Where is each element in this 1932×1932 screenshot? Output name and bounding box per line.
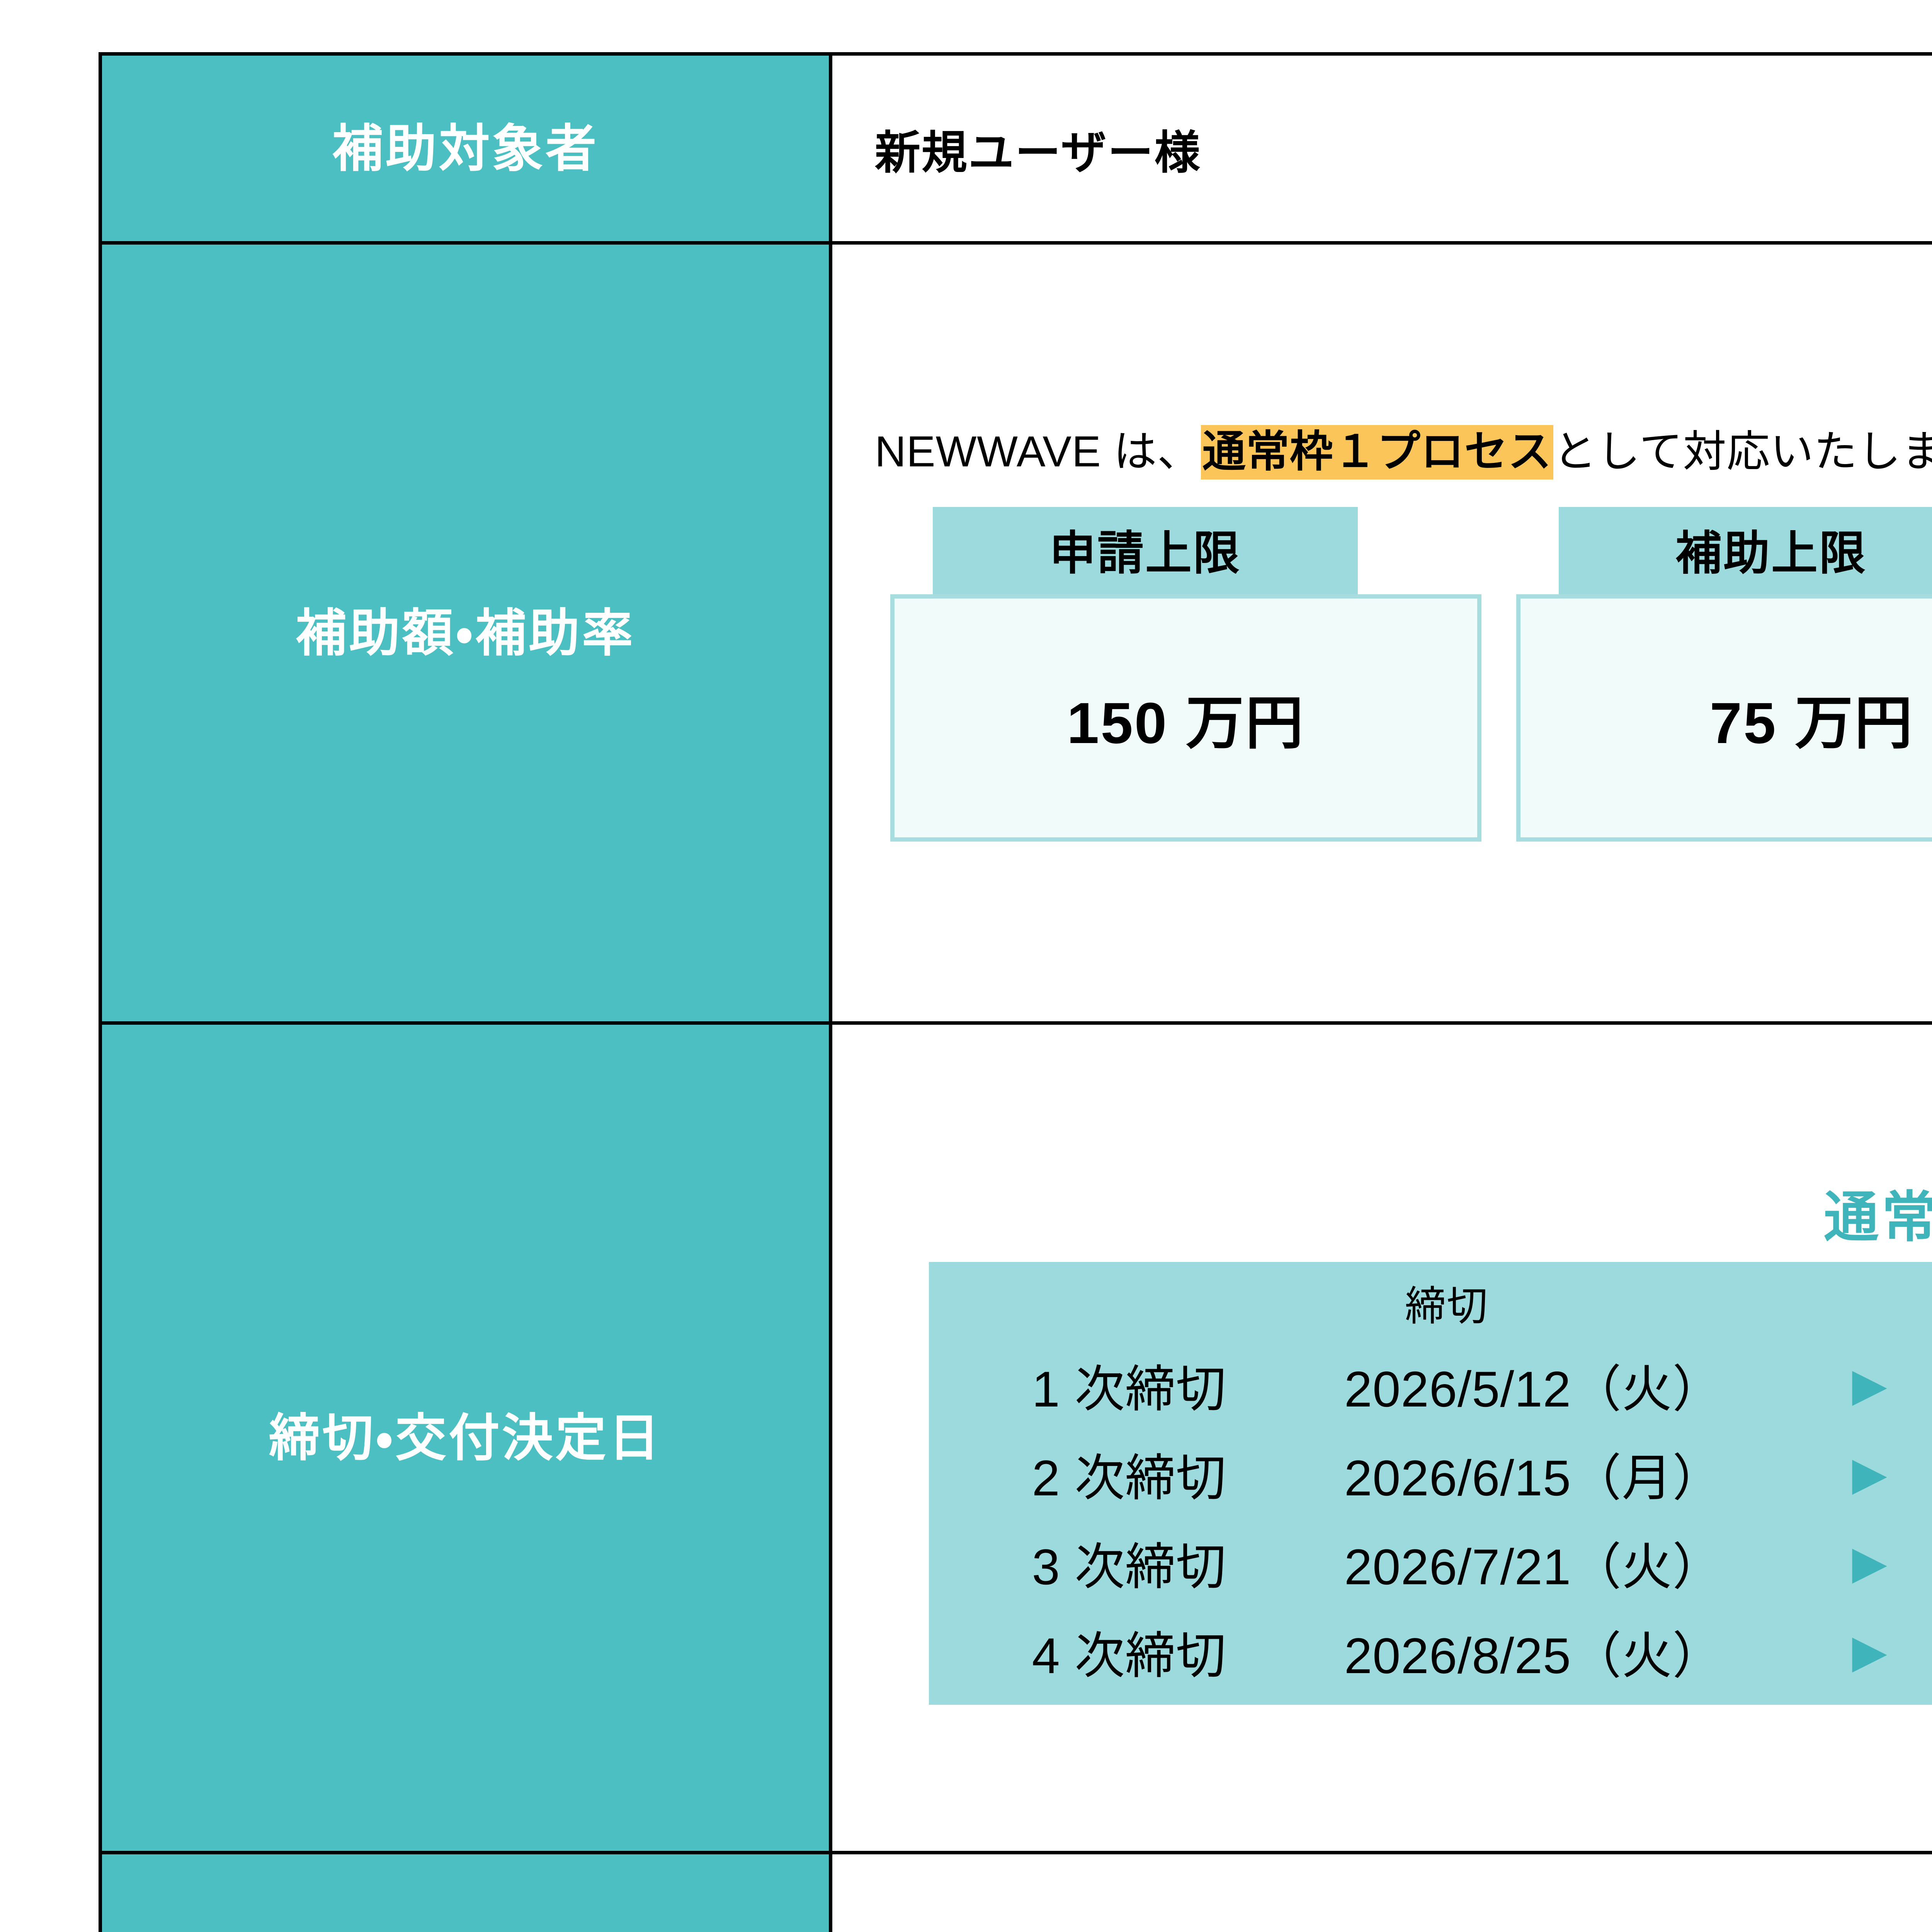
deadline-order-1: 1 次締切 xyxy=(1032,1361,1226,1417)
row-value-deadline: 通常枠 締切 交付決定日 1 次締切 2026/5/12（火） ▶ 交付決定日 … xyxy=(829,1021,1932,1854)
deadline-panel: 締切 交付決定日 1 次締切 2026/5/12（火） ▶ 交付決定日 2026… xyxy=(929,1262,1932,1705)
row-value-notes: ・交付決定前にご購入の場合は、補助金交付はされません。 ・支援事業者とユーザー様… xyxy=(829,1851,1932,1932)
deadline-date-2: 2026/6/15（月） xyxy=(1344,1450,1723,1506)
amount-card-head-application-cap: 申請上限 xyxy=(933,507,1358,594)
row-label-deadline: 締切・交付決定日 xyxy=(99,1021,832,1854)
deadline-list-item: 2 次締切 2026/6/15（月） ▶ 交付決定日 2026/7/23（木） xyxy=(929,1437,1932,1510)
deadline-order-2: 2 次締切 xyxy=(1032,1450,1226,1506)
amount-lead-line: NEWWAVE は、通常枠１プロセスとして対応いたします。 xyxy=(875,417,1932,480)
deadline-col-header-deadline: 締切 xyxy=(1405,1284,1488,1329)
amount-card-value-subsidy-cap: 75 万円 xyxy=(1516,594,1932,842)
deadline-list-item: 1 次締切 2026/5/12（火） ▶ 交付決定日 2026/6/18（木） xyxy=(929,1349,1932,1421)
arrow-right-icon: ▶ xyxy=(1852,1448,1888,1499)
table-row-deadline: 締切・交付決定日 通常枠 締切 交付決定日 1 次締切 2026/5/12（火）… xyxy=(99,1021,1932,1854)
deadline-order-3: 3 次締切 xyxy=(1032,1539,1226,1595)
table-row-target: 補助対象者 新規ユーザー様 xyxy=(99,52,1932,245)
arrow-right-icon: ▶ xyxy=(1852,1537,1888,1588)
arrow-right-icon: ▶ xyxy=(1852,1359,1888,1410)
amount-card-value-application-cap: 150 万円 xyxy=(890,594,1481,842)
deadline-frame-title: 通常枠 xyxy=(1824,1187,1932,1248)
arrow-right-icon: ▶ xyxy=(1852,1626,1888,1677)
award-label-2: 交付決定日 xyxy=(1899,1437,1932,1510)
row-value-amount: NEWWAVE は、通常枠１プロセスとして対応いたします。 申請上限 150 万… xyxy=(829,241,1932,1025)
table-row-amount: 補助額・補助率 NEWWAVE は、通常枠１プロセスとして対応いたします。 申請… xyxy=(99,241,1932,1025)
award-label-3: 交付決定日 xyxy=(1899,1526,1932,1599)
deadline-date-3: 2026/7/21（火） xyxy=(1344,1539,1723,1595)
amount-card-application-cap: 申請上限 150 万円 xyxy=(890,507,1481,842)
deadline-order-4: 4 次締切 xyxy=(1032,1628,1226,1684)
row-label-target: 補助対象者 xyxy=(99,52,832,245)
deadline-column-headers: 締切 交付決定日 xyxy=(929,1273,1932,1332)
award-label-4: 交付決定日 xyxy=(1899,1615,1932,1688)
subsidy-table: 補助対象者 新規ユーザー様 補助額・補助率 NEWWAVE は、通常枠１プロセス… xyxy=(99,52,1932,1932)
row-label-amount: 補助額・補助率 xyxy=(99,241,832,1025)
deadline-date-4: 2026/8/25（火） xyxy=(1344,1628,1723,1684)
amount-card-group: 申請上限 150 万円 補助上限 75 万円 補助率 1/2 以内 xyxy=(890,507,1932,842)
deadline-list-item: 4 次締切 2026/8/25（火） ▶ 交付決定日 2026/10/7（水） xyxy=(929,1615,1932,1688)
row-label-notes: 申請時の注意 xyxy=(99,1851,832,1932)
table-row-notes: 申請時の注意 ・交付決定前にご購入の場合は、補助金交付はされません。 ・支援事業… xyxy=(99,1851,1932,1932)
amount-card-head-subsidy-cap: 補助上限 xyxy=(1559,507,1932,594)
award-label-1: 交付決定日 xyxy=(1899,1349,1932,1421)
lead-highlight-badge: 通常枠１プロセス xyxy=(1201,425,1553,480)
lead-text-after: として対応いたします。 xyxy=(1553,427,1932,476)
target-value-text: 新規ユーザー様 xyxy=(875,127,1201,179)
lead-text-before: NEWWAVE は、 xyxy=(875,427,1201,476)
deadline-date-1: 2026/5/12（火） xyxy=(1344,1361,1723,1417)
amount-card-subsidy-cap: 補助上限 75 万円 xyxy=(1516,507,1932,842)
row-value-target: 新規ユーザー様 xyxy=(829,52,1932,245)
deadline-list-item: 3 次締切 2026/7/21（火） ▶ 交付決定日 2026/9/2 （水） xyxy=(929,1526,1932,1599)
